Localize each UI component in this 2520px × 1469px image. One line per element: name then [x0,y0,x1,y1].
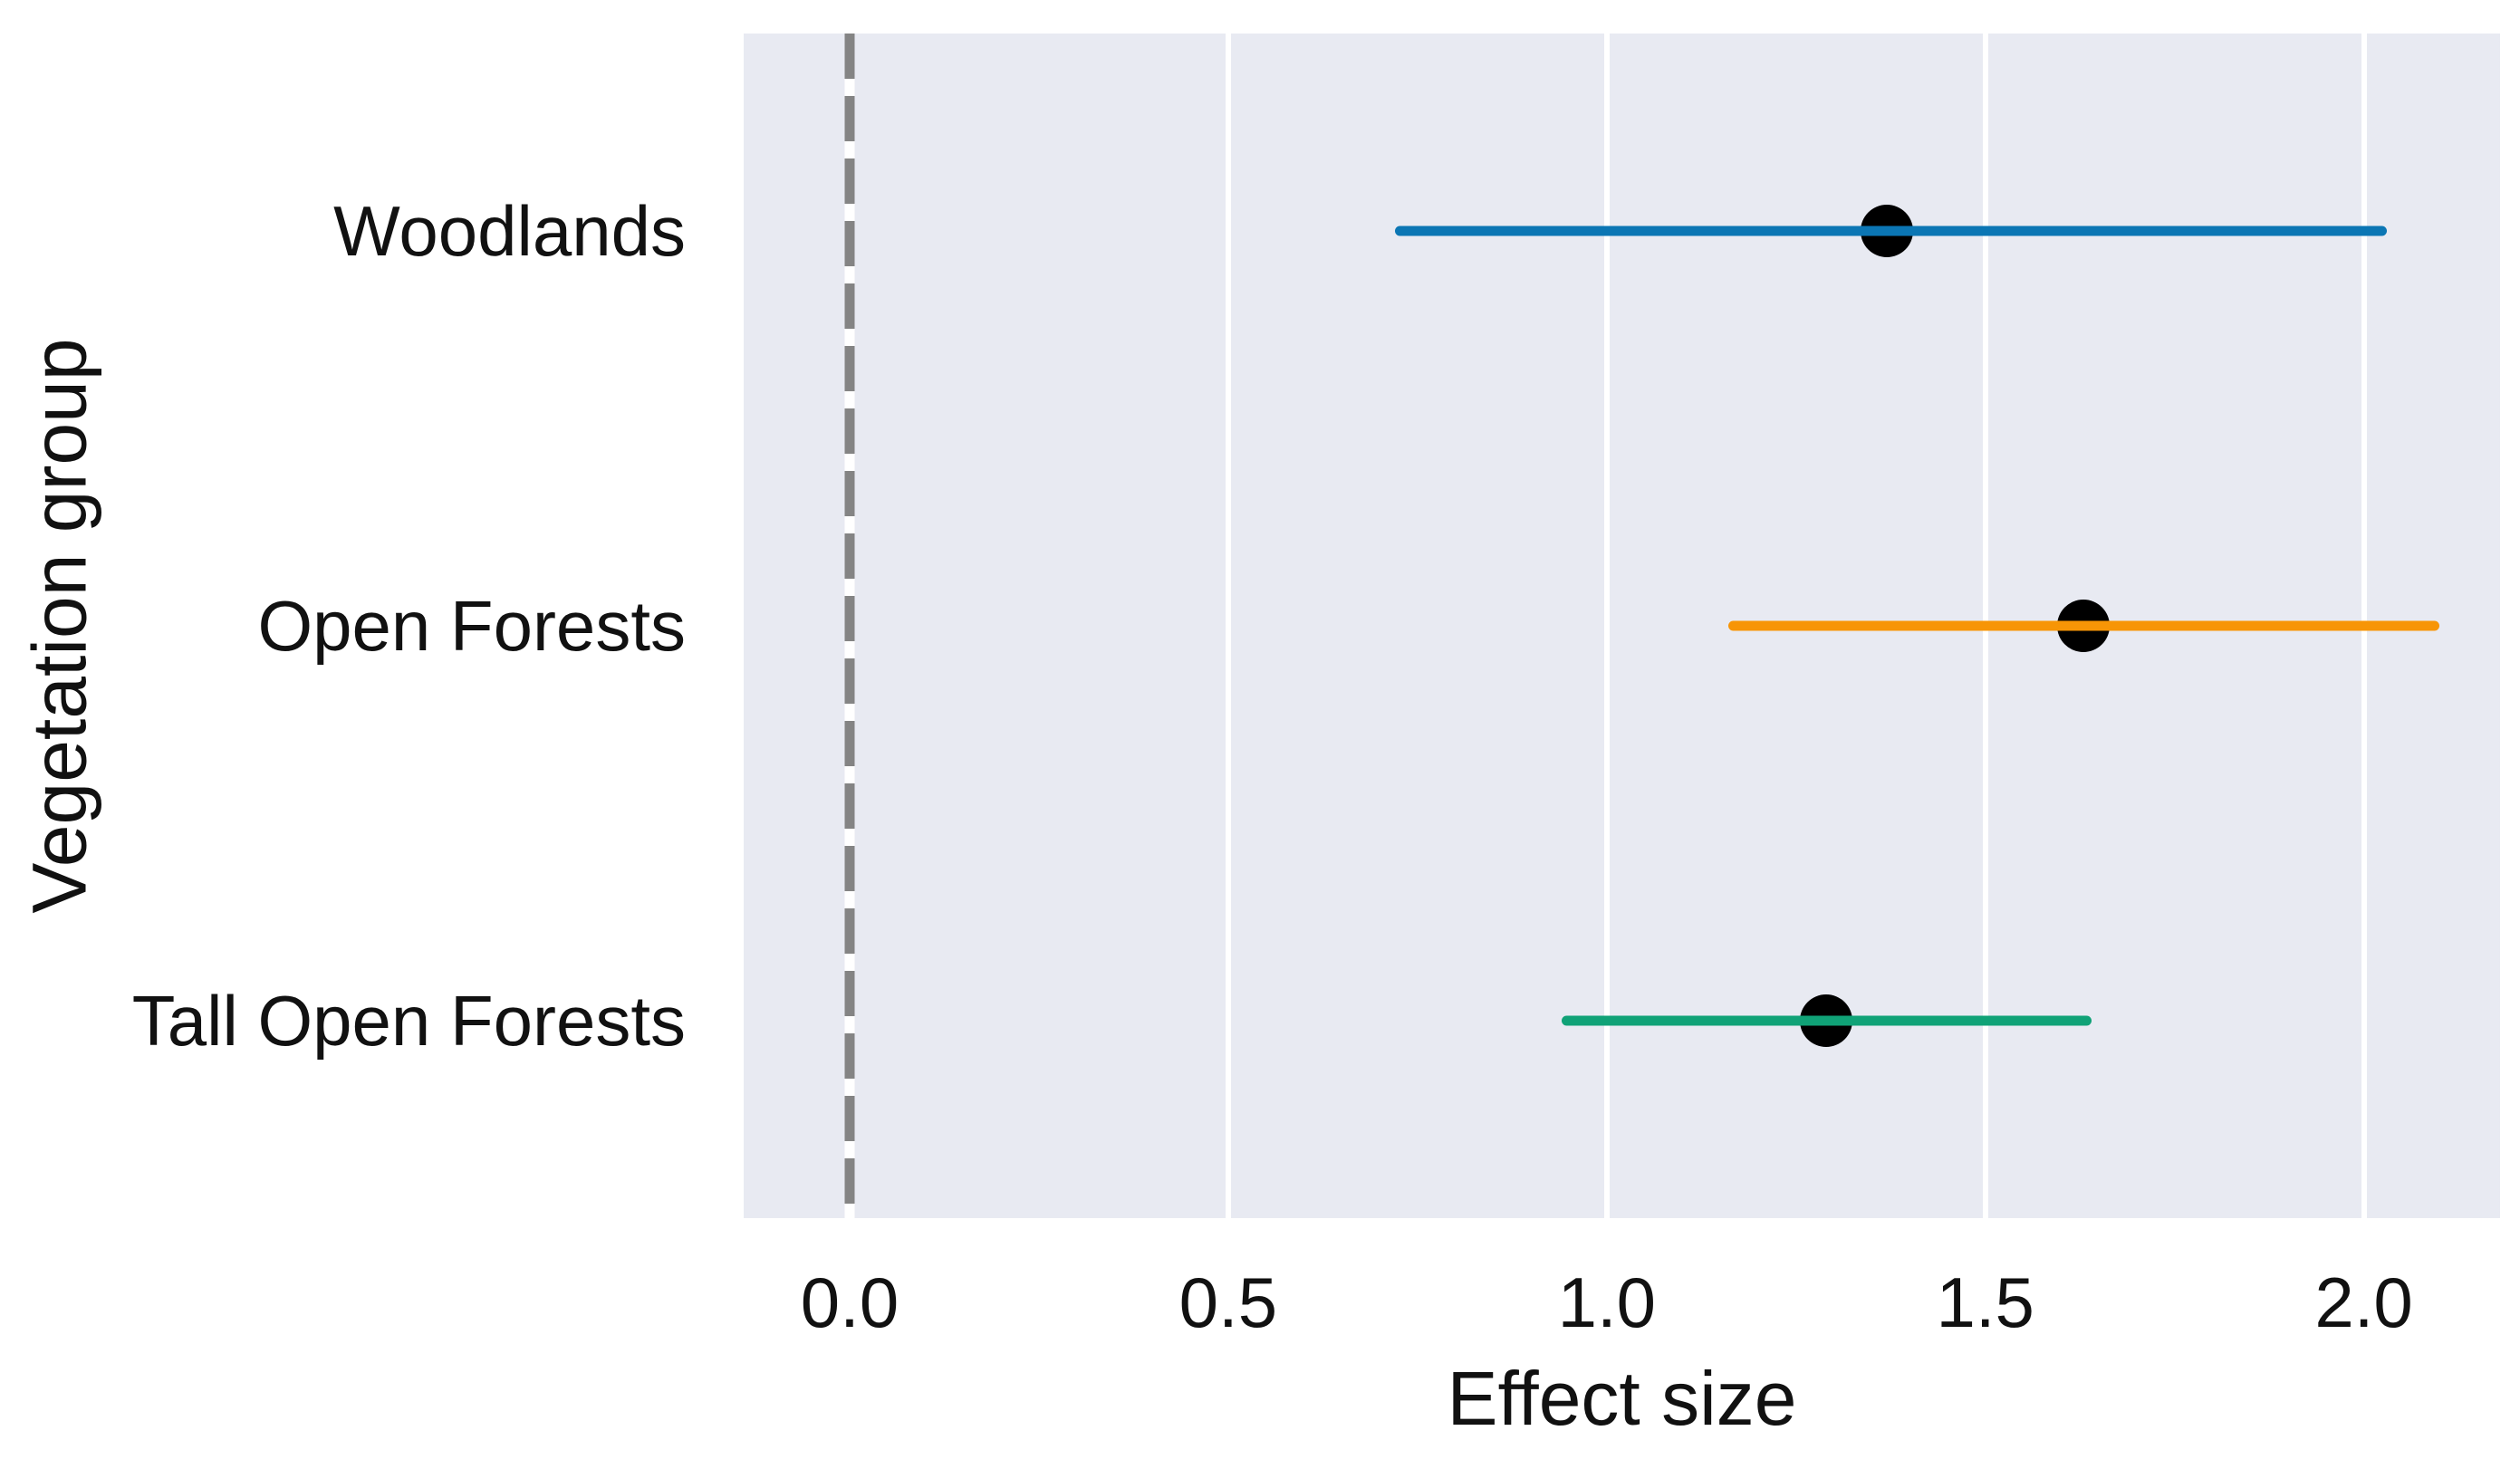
y-tick-labels: Woodlands Open Forests Tall Open Forests [0,34,686,1218]
x-axis-label: Effect size [1447,1356,1797,1441]
gridline [1603,34,1610,1218]
x-tick-label: 2.0 [2314,1263,2413,1342]
x-tick-label: 0.5 [1178,1263,1278,1342]
gridline [1225,34,1231,1218]
zero-reference-line [844,34,855,1218]
ci-line [1394,226,2387,236]
x-tick-label: 1.5 [1936,1263,2034,1342]
category-label: Woodlands [333,191,686,271]
category-label: Tall Open Forests [131,981,686,1061]
ci-line [1561,1015,2092,1026]
x-tick-label: 0.0 [800,1263,899,1342]
ci-line [1727,620,2440,631]
x-tick-label: 1.0 [1557,1263,1656,1342]
plot-area [744,34,2500,1218]
category-label: Open Forests [257,586,686,666]
x-tick-labels: 0.0 0.5 1.0 1.5 2.0 [744,1261,2500,1360]
